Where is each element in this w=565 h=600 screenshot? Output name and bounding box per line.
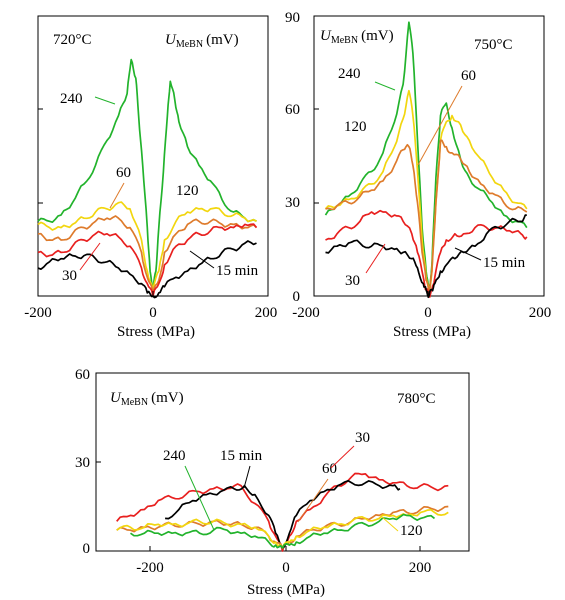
panel-720-x-tick-label: -200 xyxy=(24,305,52,321)
panel-750-pointer-240 xyxy=(374,81,396,91)
panel-780-x-axis-label: Stress (MPa) xyxy=(247,582,325,598)
panel-720-pointer-240 xyxy=(94,96,116,105)
panel-750-label-60: 60 xyxy=(461,68,476,84)
series-line-240 xyxy=(324,21,528,294)
panel-750-label-30: 30 xyxy=(345,273,360,289)
panel-750-y-tick-label: 0 xyxy=(293,289,301,305)
series-line-30 xyxy=(116,472,449,552)
series-line-15-min xyxy=(37,240,257,299)
panel-780-label-240: 240 xyxy=(163,448,186,464)
panel-780-x-tick-label: -200 xyxy=(136,560,164,576)
series-line-30 xyxy=(37,223,258,297)
series-line-120 xyxy=(37,201,257,291)
series-line-240 xyxy=(37,58,257,291)
panel-780-pointer-30 xyxy=(330,445,355,469)
panel-780-y-tick-label: 60 xyxy=(75,367,90,383)
series-line-60 xyxy=(325,139,528,294)
series-line-60 xyxy=(116,505,449,549)
panel-750-y-axis-label: UMeBN (mV) xyxy=(320,28,394,46)
panel-750-pointer-60 xyxy=(417,85,463,166)
panel-720-label-240: 240 xyxy=(60,91,83,107)
panel-750-pointer-30 xyxy=(365,243,386,274)
panel-720-curves xyxy=(37,58,258,299)
series-line-60 xyxy=(37,215,258,294)
panel-780-curves xyxy=(116,472,449,552)
panel-720-temperature: 720°C xyxy=(53,32,92,48)
panel-780-label-120: 120 xyxy=(400,523,423,539)
panel-780-label-60: 60 xyxy=(322,461,337,477)
panel-720-x-tick-label: 200 xyxy=(255,305,278,321)
panel-780-temperature: 780°C xyxy=(397,391,436,407)
panel-720-label-120: 120 xyxy=(176,183,199,199)
series-line-120 xyxy=(116,508,449,549)
panel-750-x-tick-label: -200 xyxy=(292,305,320,321)
panel-750-label-120: 120 xyxy=(344,119,367,135)
panel-720-label-15-min: 15 min xyxy=(216,263,259,279)
panel-780-pointer-240 xyxy=(184,465,215,531)
series-line-240 xyxy=(130,513,436,549)
panel-720-pointer-60 xyxy=(109,182,125,209)
panel-720-x-tick-label: 0 xyxy=(149,305,157,321)
panel-750-y-tick-label: 60 xyxy=(285,102,300,118)
panel-780-x-tick-label: 0 xyxy=(282,560,290,576)
panel-780-y-tick-label: 30 xyxy=(75,455,90,471)
panel-780-x-tick-label: 200 xyxy=(409,560,432,576)
panel-720-frame xyxy=(37,15,269,297)
panel-780-pointer-60 xyxy=(297,478,329,523)
panel-720-pointer-15-min xyxy=(189,250,215,269)
panel-780-label-15-min: 15 min xyxy=(220,448,263,464)
panel-750: 90 60 30 0 -200 0 200 Stress (MPa) 750°C… xyxy=(285,10,551,340)
panel-720-pointer-30 xyxy=(79,242,101,271)
panel-780-label-30: 30 xyxy=(355,430,370,446)
panel-720-x-axis-label: Stress (MPa) xyxy=(117,324,195,340)
panel-780-y-tick-label: 0 xyxy=(83,541,91,557)
panel-750-pointer-15-min xyxy=(454,247,482,261)
panel-750-x-tick-label: 200 xyxy=(529,305,552,321)
panel-720-y-axis-label: UMeBN (mV) xyxy=(165,32,239,50)
panel-750-y-tick-label: 90 xyxy=(285,10,300,26)
panel-750-y-tick-label: 30 xyxy=(285,195,300,211)
panel-750-x-tick-label: 0 xyxy=(424,305,432,321)
panel-720-label-60: 60 xyxy=(116,165,131,181)
panel-720-label-30: 30 xyxy=(62,268,77,284)
panel-780: 60 30 0 -200 0 200 Stress (MPa) 780°C UM… xyxy=(75,367,470,598)
series-line-15-min xyxy=(165,479,401,549)
panel-780-pointer-15-min xyxy=(243,465,251,489)
panel-750-label-15-min: 15 min xyxy=(483,255,526,271)
series-line-15-min xyxy=(325,214,527,299)
panel-750-label-240: 240 xyxy=(338,66,361,82)
panel-750-x-axis-label: Stress (MPa) xyxy=(393,324,471,340)
panel-750-frame xyxy=(313,15,545,297)
panel-750-curves xyxy=(324,21,528,299)
panel-780-pointer-120 xyxy=(381,516,399,532)
panel-780-y-axis-label: UMeBN (mV) xyxy=(110,390,184,408)
panel-750-temperature: 750°C xyxy=(474,37,513,53)
panel-720: -200 0 200 Stress (MPa) 720°C UMeBN (mV) … xyxy=(24,15,278,340)
